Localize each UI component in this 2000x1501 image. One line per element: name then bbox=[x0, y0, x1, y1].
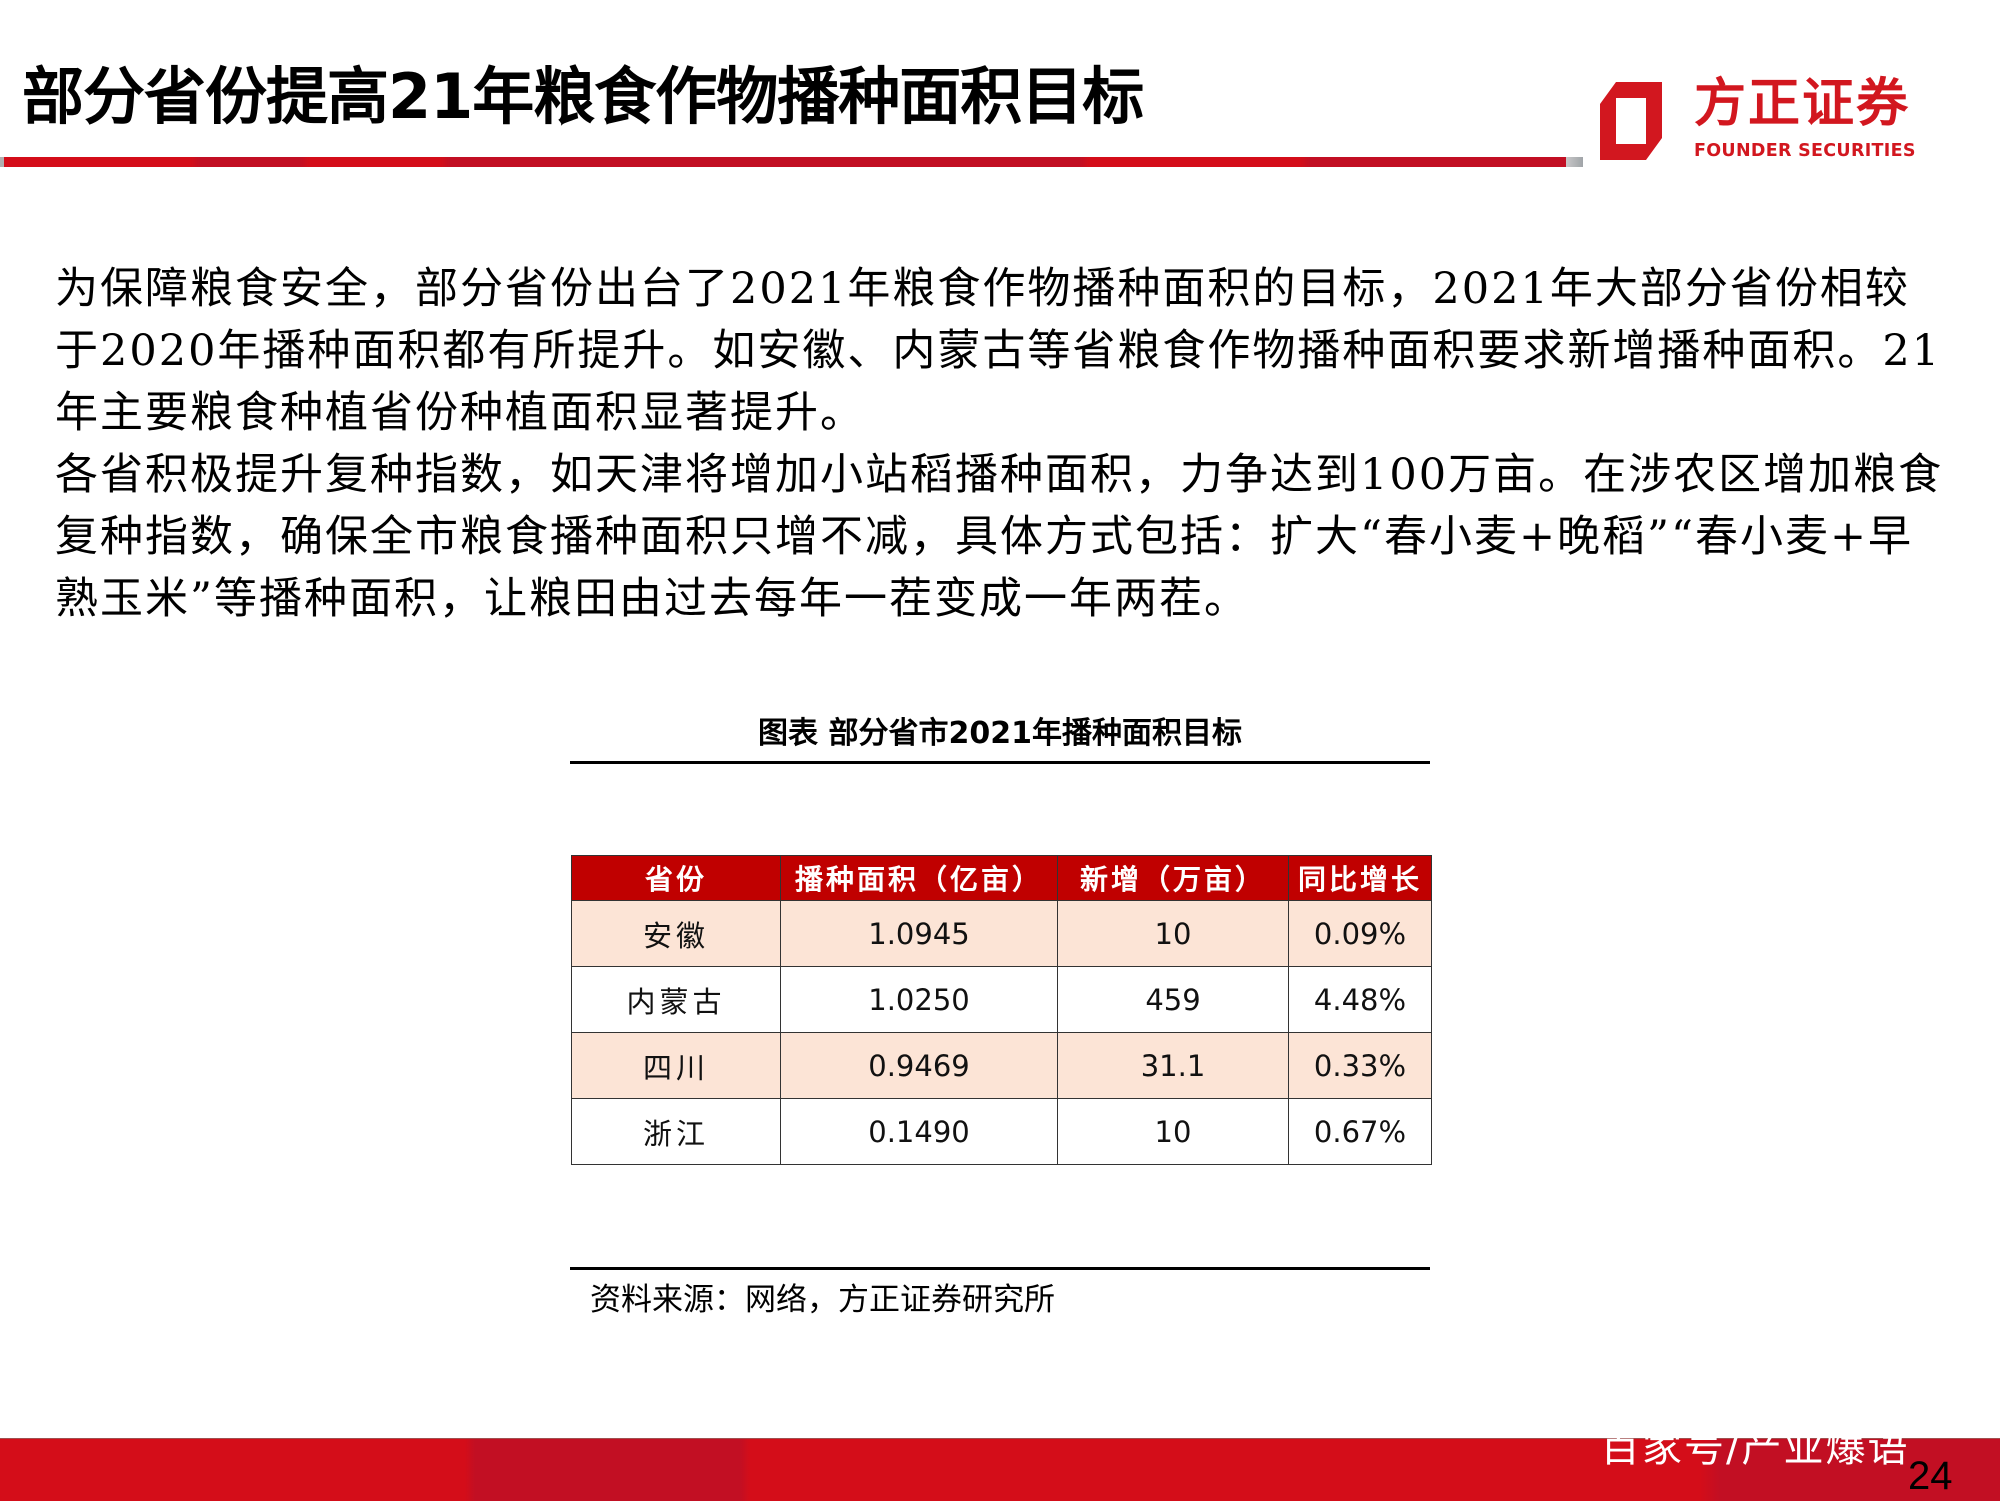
cell-added: 459 bbox=[1057, 966, 1289, 1033]
cell-added: 31.1 bbox=[1057, 1032, 1289, 1099]
title-underline-tail bbox=[1566, 157, 1583, 167]
slide-title: 部分省份提高21年粮食作物播种面积目标 bbox=[22, 60, 1144, 133]
figure-caption: 图表 部分省市2021年播种面积目标 bbox=[758, 716, 1242, 751]
cell-province: 安徽 bbox=[571, 900, 781, 967]
cell-yoy: 0.33% bbox=[1288, 1032, 1432, 1099]
cell-added: 10 bbox=[1057, 1098, 1289, 1165]
table-header-row: 省份 播种面积（亿亩） 新增（万亩） 同比增长 bbox=[571, 855, 1432, 901]
cell-province: 浙江 bbox=[571, 1098, 781, 1165]
title-underline-bar bbox=[0, 157, 1568, 167]
body-paragraph: 各省积极提升复种指数，如天津将增加小站稻播种面积，力争达到100万亩。在涉农区增… bbox=[55, 450, 1944, 624]
company-logo: 方正证券 FOUNDER SECURITIES bbox=[1598, 74, 1928, 170]
caption-rule bbox=[570, 761, 1430, 764]
founder-logo-mark-icon bbox=[1600, 82, 1662, 160]
cell-area: 1.0250 bbox=[780, 966, 1058, 1033]
table-row: 四川 0.9469 31.1 0.33% bbox=[571, 1032, 1432, 1099]
table-row: 安徽 1.0945 10 0.09% bbox=[571, 900, 1432, 967]
footer-bar bbox=[0, 1438, 2000, 1501]
cell-area: 0.9469 bbox=[780, 1032, 1058, 1099]
cell-yoy: 0.67% bbox=[1288, 1098, 1432, 1165]
column-header-added: 新增（万亩） bbox=[1057, 855, 1289, 901]
cell-area: 0.1490 bbox=[780, 1098, 1058, 1165]
cell-province: 四川 bbox=[571, 1032, 781, 1099]
source-note: 资料来源：网络，方正证券研究所 bbox=[590, 1282, 1055, 1318]
body-text: 为保障粮食安全，部分省份出台了2021年粮食作物播种面积的目标，2021年大部分… bbox=[55, 258, 1945, 630]
body-paragraph: 为保障粮食安全，部分省份出台了2021年粮食作物播种面积的目标，2021年大部分… bbox=[55, 264, 1942, 438]
cell-added: 10 bbox=[1057, 900, 1289, 967]
column-header-area: 播种面积（亿亩） bbox=[780, 855, 1058, 901]
column-header-province: 省份 bbox=[571, 855, 781, 901]
cell-yoy: 4.48% bbox=[1288, 966, 1432, 1033]
cell-yoy: 0.09% bbox=[1288, 900, 1432, 967]
source-rule bbox=[570, 1267, 1430, 1270]
column-header-yoy: 同比增长 bbox=[1288, 855, 1432, 901]
logo-name-cn: 方正证券 bbox=[1694, 74, 1911, 134]
page-number: 24 bbox=[1908, 1454, 1953, 1498]
watermark-text: 百家号/产业爆语 bbox=[1600, 1425, 1910, 1471]
logo-name-en: FOUNDER SECURITIES bbox=[1694, 141, 1916, 161]
cell-province: 内蒙古 bbox=[571, 966, 781, 1033]
cell-area: 1.0945 bbox=[780, 900, 1058, 967]
planting-area-table: 省份 播种面积（亿亩） 新增（万亩） 同比增长 安徽 1.0945 10 0.0… bbox=[571, 855, 1432, 1165]
table-row: 内蒙古 1.0250 459 4.48% bbox=[571, 966, 1432, 1033]
table-row: 浙江 0.1490 10 0.67% bbox=[571, 1098, 1432, 1165]
